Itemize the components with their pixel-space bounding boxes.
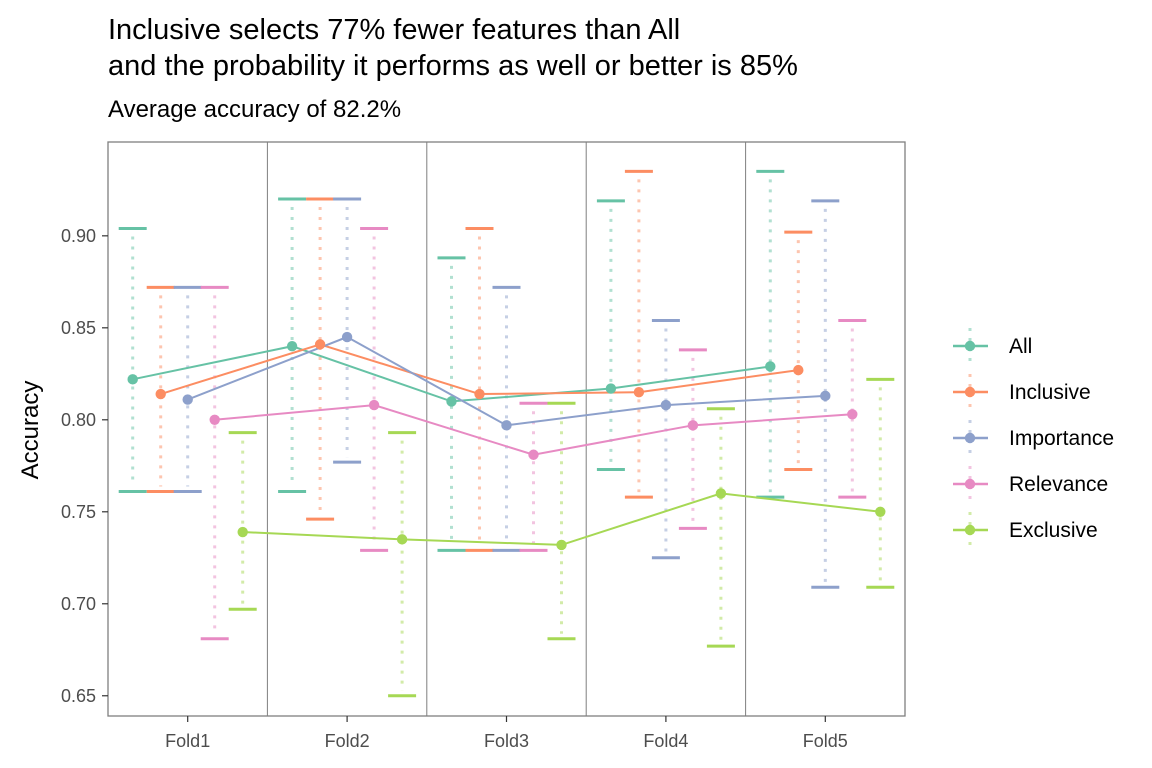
y-tick-label: 0.90 [61, 226, 96, 246]
series-line-exclusive [242, 492, 881, 546]
y-tick-label: 0.75 [61, 502, 96, 522]
data-point [633, 387, 645, 398]
y-axis-title: Accuracy [17, 381, 44, 480]
legend-key-point [964, 478, 976, 490]
data-point [286, 341, 298, 352]
data-point [396, 534, 408, 545]
x-tick-label: Fold3 [484, 731, 529, 751]
data-point [341, 331, 353, 343]
data-point [660, 399, 672, 411]
data-point [793, 364, 804, 376]
data-point [368, 399, 380, 411]
data-point [314, 339, 326, 350]
legend-label: Relevance [1009, 473, 1108, 496]
x-tick-label: Fold1 [165, 731, 210, 751]
y-tick-label: 0.85 [61, 318, 96, 338]
data-point [687, 420, 699, 431]
data-point [820, 390, 831, 402]
legend-key-point [964, 524, 976, 536]
chart-title: Inclusive selects 77% fewer features tha… [108, 12, 798, 84]
data-point [237, 526, 248, 538]
data-point [847, 409, 858, 420]
legend-key-point [964, 432, 976, 444]
data-point [474, 388, 485, 400]
chart-title-line-1: Inclusive selects 77% fewer features tha… [108, 14, 681, 46]
x-tick-label: Fold4 [643, 731, 688, 751]
series-line-importance [187, 335, 826, 427]
data-point [528, 449, 539, 460]
legend-key-point [964, 340, 976, 352]
y-tick-label: 0.65 [61, 686, 96, 706]
y-tick-label: 0.70 [61, 594, 96, 614]
x-tick-label: Fold2 [325, 731, 370, 751]
legend: All Inclusive Importance Relevance Exclusive [953, 328, 1114, 546]
legend-label: Exclusive [1009, 519, 1098, 542]
y-tick-label: 0.80 [61, 410, 96, 430]
y-axis: 0.65 0.70 0.75 0.80 0.85 0.90 [61, 226, 108, 706]
data-point [556, 539, 567, 551]
data-point [446, 396, 457, 407]
data-point [127, 374, 138, 385]
data-point [605, 383, 617, 394]
series-points [127, 331, 886, 551]
range-markers [118, 169, 895, 698]
data-point [501, 420, 512, 431]
chart-title-line-2: and the probability it performs as well … [108, 50, 798, 82]
chart-subtitle: Average accuracy of 82.2% [108, 96, 402, 123]
data-point [209, 414, 220, 426]
data-point [715, 488, 727, 499]
x-axis: Fold1 Fold2 Fold3 Fold4 Fold5 [165, 716, 848, 751]
legend-label: Inclusive [1009, 381, 1091, 404]
data-point [765, 361, 776, 372]
x-tick-label: Fold5 [803, 731, 848, 751]
data-point [182, 394, 193, 405]
data-point [155, 388, 166, 400]
legend-label: Importance [1009, 427, 1114, 450]
legend-key-point [964, 386, 976, 398]
legend-label: All [1009, 335, 1032, 358]
data-point [875, 506, 886, 517]
